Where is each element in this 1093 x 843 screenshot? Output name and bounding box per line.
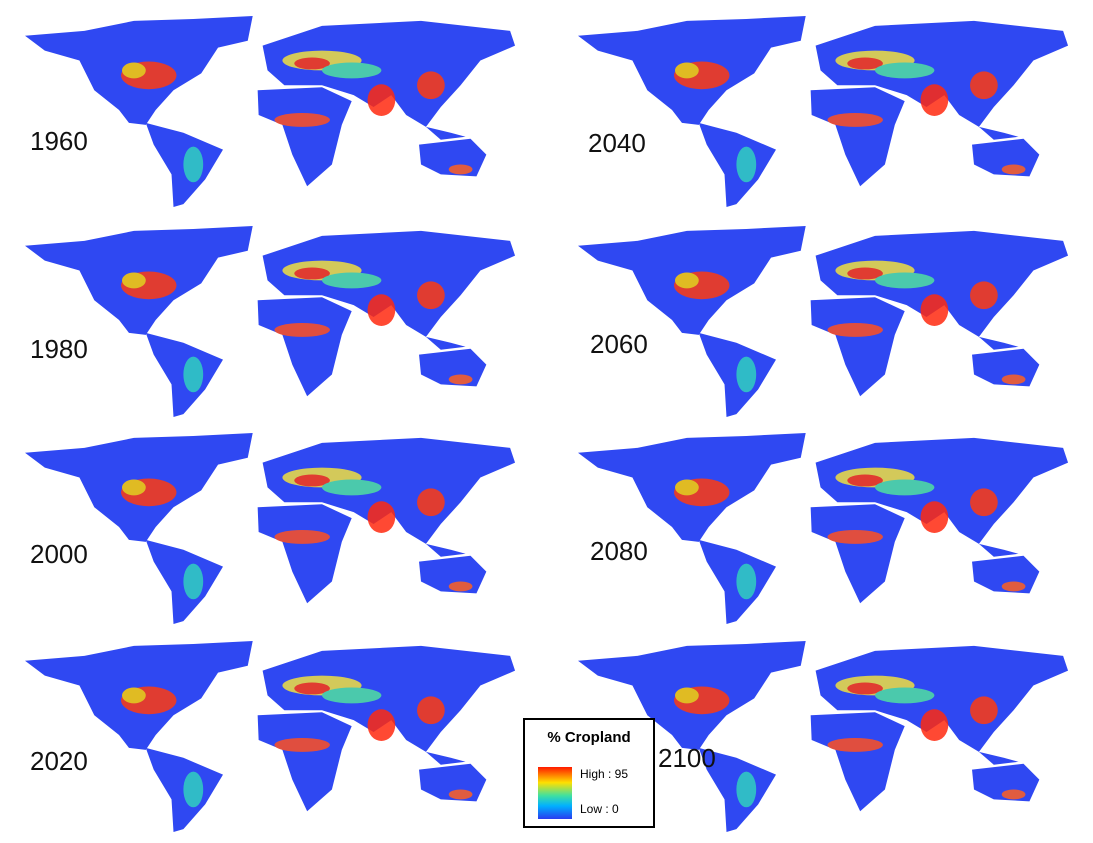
- year-label: 1980: [30, 334, 88, 364]
- legend-ramp: [538, 767, 572, 819]
- year-label: 2080: [590, 536, 648, 566]
- year-label: 2020: [30, 746, 88, 776]
- legend-high: High : 95: [580, 767, 628, 781]
- year-label: 2000: [30, 539, 88, 569]
- world-map: [25, 432, 516, 625]
- legend-title: % Cropland: [547, 729, 630, 746]
- world-map: [25, 225, 516, 418]
- world-map: [578, 225, 1069, 418]
- world-map: [25, 640, 516, 833]
- year-label: 1960: [30, 126, 88, 156]
- world-map: [578, 15, 1069, 208]
- world-map: [578, 432, 1069, 625]
- year-label: 2060: [590, 329, 648, 359]
- legend: % Cropland High : 95 Low : 0: [523, 718, 655, 828]
- year-label: 2100: [658, 743, 716, 773]
- legend-low: Low : 0: [580, 802, 619, 816]
- year-label: 2040: [588, 128, 646, 158]
- world-map: [25, 15, 516, 208]
- map-panels: 1960 1980 2000 2020 2040 2060 2080 2100: [25, 15, 1069, 833]
